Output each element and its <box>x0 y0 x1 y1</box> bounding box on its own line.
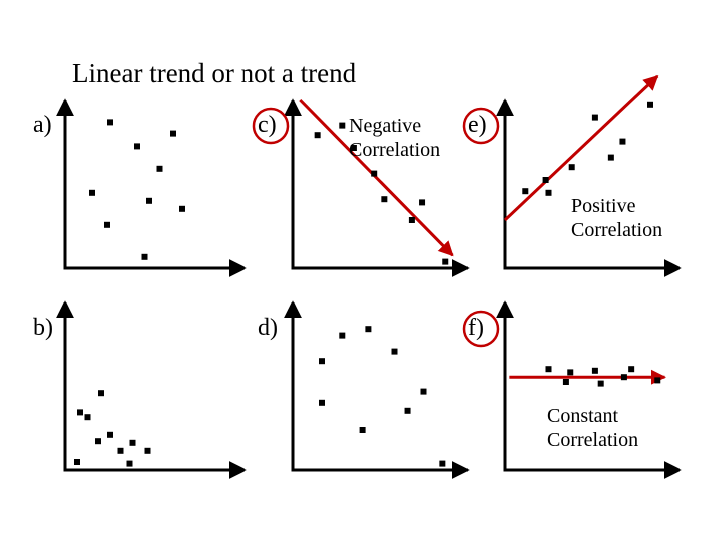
data-point <box>381 196 388 203</box>
data-point <box>104 221 110 228</box>
data-point <box>522 188 529 195</box>
data-point <box>95 438 101 445</box>
data-point <box>591 114 598 121</box>
data-point <box>545 189 552 196</box>
data-point <box>391 348 398 355</box>
panel-label: a) <box>33 112 52 138</box>
data-point <box>98 390 104 397</box>
data-point <box>567 369 574 376</box>
data-point <box>126 460 133 467</box>
data-point <box>591 367 598 374</box>
data-point <box>607 154 614 161</box>
annotation-line: Correlation <box>349 139 440 161</box>
trend-line <box>299 98 454 257</box>
data-point <box>84 414 91 421</box>
data-point <box>77 409 83 416</box>
figure-title: Linear trend or not a trend <box>72 58 357 88</box>
data-point <box>141 253 148 260</box>
panel-label: f) <box>468 315 484 341</box>
panel-5: e) <box>462 74 682 277</box>
data-point <box>170 130 176 137</box>
data-point <box>371 170 378 177</box>
data-point <box>339 122 346 129</box>
data-point <box>89 189 95 196</box>
positive-note-line-1: Positive <box>571 195 636 217</box>
data-point <box>628 366 635 373</box>
data-point <box>619 138 626 145</box>
data-point <box>350 145 357 151</box>
panel-label: b) <box>33 315 53 341</box>
data-point <box>107 431 113 438</box>
scatter-panels: a)b)c) NegativeCorrelationd)e)f)ConstantC… <box>33 74 682 479</box>
data-point <box>568 164 575 171</box>
label-highlight-circle <box>462 107 500 145</box>
data-point <box>134 143 140 150</box>
panel-4: d) <box>258 300 470 479</box>
data-point <box>117 447 124 454</box>
data-point <box>146 197 152 204</box>
data-point <box>420 388 427 395</box>
panel-2: b) <box>33 300 247 479</box>
data-point <box>542 177 549 183</box>
data-point <box>359 427 366 433</box>
panel-label: e) <box>468 112 487 138</box>
annotation-line: Negative <box>349 115 421 137</box>
trend-line <box>503 74 659 222</box>
panel-label: d) <box>258 315 278 341</box>
panel-1: a) <box>33 98 247 277</box>
data-point <box>107 119 113 126</box>
data-point <box>647 101 653 108</box>
data-point <box>144 447 151 454</box>
data-point <box>404 407 411 414</box>
positive-note-line-2: Correlation <box>571 219 662 241</box>
data-point <box>319 399 325 406</box>
data-point <box>319 358 325 365</box>
data-point <box>74 459 80 465</box>
data-point <box>365 326 372 333</box>
data-point <box>545 366 552 373</box>
panel-label: c) <box>258 112 277 138</box>
data-point <box>597 380 604 387</box>
data-point <box>442 258 449 265</box>
data-point <box>620 374 627 381</box>
data-point <box>179 205 185 212</box>
data-point <box>156 165 163 172</box>
data-point <box>129 439 136 446</box>
label-highlight-circle <box>252 107 290 145</box>
data-point <box>408 217 415 223</box>
data-point <box>314 132 321 139</box>
data-point <box>562 379 569 385</box>
data-point <box>339 332 346 339</box>
annotation-line: Correlation <box>547 429 638 451</box>
data-point <box>419 199 426 206</box>
label-highlight-circle <box>462 310 500 348</box>
annotation-line: Constant <box>547 405 619 427</box>
data-point <box>439 460 446 467</box>
data-point <box>654 377 661 384</box>
